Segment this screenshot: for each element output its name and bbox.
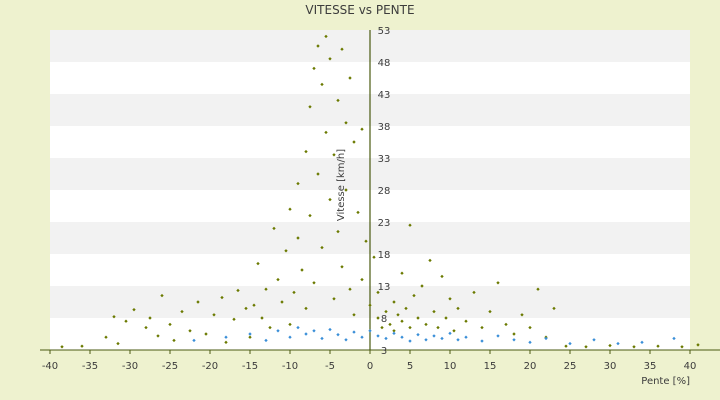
- data-point-olive: [536, 287, 540, 291]
- data-point-olive: [168, 322, 172, 327]
- data-point-olive: [340, 47, 344, 51]
- x-tick-label: -25: [162, 361, 178, 372]
- data-point-olive: [348, 76, 352, 80]
- x-tick-label: 30: [604, 361, 617, 372]
- data-point-olive: [148, 316, 152, 320]
- x-tick-label: 0: [367, 361, 373, 372]
- data-point-olive: [220, 295, 224, 300]
- data-point-olive: [180, 309, 184, 314]
- data-point-olive: [244, 306, 248, 311]
- x-tick-label: 40: [684, 361, 697, 372]
- x-tick-label: 20: [524, 361, 537, 372]
- x-tick-label: -20: [202, 361, 218, 372]
- data-point-olive: [696, 343, 700, 347]
- y-tick-label: 43: [378, 90, 391, 101]
- data-point-olive: [188, 329, 192, 333]
- x-tick-label: 15: [484, 361, 497, 372]
- data-point-blue: [592, 338, 596, 342]
- y-tick-label: 53: [378, 26, 391, 37]
- data-point-olive: [132, 307, 136, 312]
- data-point-blue: [568, 341, 572, 346]
- data-point-olive: [144, 325, 148, 330]
- data-point-olive: [212, 313, 216, 317]
- data-point-blue: [528, 340, 532, 345]
- x-tick-label: 10: [444, 361, 457, 372]
- data-point-olive: [156, 334, 160, 338]
- x-tick-label: -15: [242, 361, 258, 372]
- data-point-olive: [656, 344, 660, 348]
- y-tick-label: 38: [378, 122, 391, 133]
- y-tick-label: 8: [381, 314, 387, 325]
- x-axis-ticks: -40 -35 -30 -25 -20 -15 -10 -5 0 5 10 15 20 25 30 35 40: [42, 350, 697, 372]
- y-tick-label: 13: [378, 282, 391, 293]
- x-axis-label: Pente [%]: [641, 376, 690, 387]
- data-point-blue: [672, 336, 676, 341]
- y-axis-label: Vitesse [km/h]: [336, 149, 347, 221]
- x-tick-label: -35: [82, 361, 98, 372]
- x-tick-label: 35: [644, 361, 657, 372]
- x-tick-label: -40: [42, 361, 58, 372]
- data-point-olive: [316, 44, 320, 48]
- data-point-blue: [640, 340, 644, 345]
- data-point-blue: [512, 338, 516, 342]
- x-tick-label: -10: [282, 361, 298, 372]
- data-point-olive: [252, 303, 256, 307]
- data-point-blue: [224, 335, 228, 339]
- data-point-olive: [328, 57, 332, 61]
- data-point-olive: [172, 338, 176, 343]
- y-tick-label: 18: [378, 250, 391, 261]
- data-point-olive: [236, 288, 240, 293]
- y-tick-label: 28: [378, 186, 391, 197]
- data-point-olive: [324, 34, 328, 39]
- data-point-olive: [224, 340, 228, 345]
- x-tick-label: 5: [407, 361, 413, 372]
- y-tick-label: 48: [378, 58, 391, 69]
- x-tick-label: 25: [564, 361, 577, 372]
- data-point-olive: [160, 293, 164, 298]
- x-tick-label: -5: [325, 361, 335, 372]
- data-point-olive: [60, 345, 64, 349]
- data-point-olive: [564, 344, 568, 348]
- data-point-olive: [512, 332, 516, 336]
- data-point-olive: [204, 332, 208, 336]
- data-point-blue: [544, 336, 548, 341]
- chart-title: VITESSE vs PENTE: [305, 3, 414, 17]
- data-point-olive: [196, 300, 200, 304]
- y-tick-label: 3: [381, 346, 387, 357]
- data-point-blue: [248, 332, 252, 336]
- data-point-blue: [192, 338, 196, 343]
- data-point-olive: [248, 335, 252, 339]
- x-tick-label: -30: [122, 361, 138, 372]
- data-point-blue: [616, 341, 620, 346]
- y-tick-label: 23: [378, 218, 391, 229]
- data-point-olive: [232, 317, 236, 321]
- data-point-olive: [528, 325, 532, 330]
- y-tick-label: 33: [378, 154, 391, 165]
